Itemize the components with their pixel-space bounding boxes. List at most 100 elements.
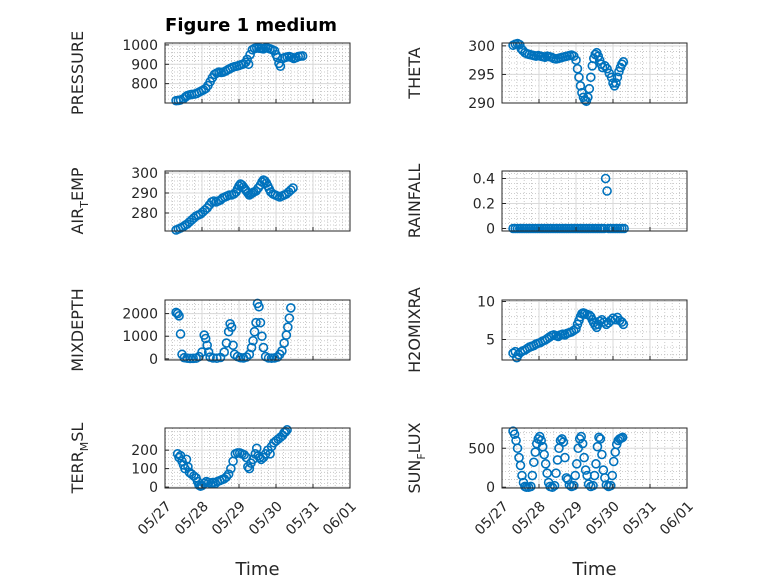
rainfall-point xyxy=(600,173,611,184)
terr-msl-point xyxy=(183,461,193,472)
mixdepth-point xyxy=(202,340,212,351)
theta-point xyxy=(583,92,593,103)
sun-flux-point xyxy=(515,460,526,471)
h2omixra-ytick-label: 5 xyxy=(486,332,495,348)
rainfall-point xyxy=(619,223,629,234)
sun-flux-point xyxy=(589,470,600,481)
sun-flux-point xyxy=(526,481,536,492)
sun-flux-point xyxy=(542,468,552,478)
theta-point xyxy=(572,63,583,74)
h2omixra-ylabel: H2OMIXRA xyxy=(405,287,424,373)
mixdepth-point xyxy=(257,331,267,342)
theta-point xyxy=(597,62,608,73)
sun-flux-point xyxy=(527,470,538,481)
theta-ylabel: THETA xyxy=(405,47,424,99)
air-temp-ytick-label: 290 xyxy=(131,186,158,202)
mixdepth-point xyxy=(258,342,269,353)
pressure-ytick-label: 900 xyxy=(131,57,158,73)
sun-flux-point xyxy=(547,482,558,493)
mixdepth-point xyxy=(254,301,264,312)
terr-msl-xtick-label: 05/28 xyxy=(172,499,212,539)
sun-flux-xtick-label: 05/29 xyxy=(546,499,586,539)
sun-flux-point xyxy=(592,441,603,452)
theta-point xyxy=(612,72,623,83)
sun-flux-point xyxy=(560,452,570,463)
sun-flux-xtick-label: 05/31 xyxy=(620,499,660,539)
mixdepth-point xyxy=(219,347,229,357)
sun-flux-point xyxy=(601,480,612,490)
terr-msl-axes-border xyxy=(164,427,351,489)
air-temp-ylabel-part: AIR xyxy=(68,208,87,235)
pressure-ylabel: PRESSURE xyxy=(68,31,87,115)
theta-point xyxy=(618,57,629,67)
sun-flux-xtick-label: 05/27 xyxy=(472,499,512,539)
sun-flux-point xyxy=(594,432,604,443)
sun-flux-axes-border xyxy=(501,427,688,489)
sun-flux-point xyxy=(564,480,575,490)
pressure-ytick-label: 1000 xyxy=(122,38,158,54)
sun-flux-point xyxy=(597,449,607,460)
sun-flux-point xyxy=(617,432,628,443)
mixdepth-point xyxy=(228,340,238,351)
mixdepth-point xyxy=(203,347,214,357)
terr-msl-xtick-label: 06/01 xyxy=(320,499,360,539)
sun-flux-point xyxy=(509,429,520,440)
terr-msl-point xyxy=(239,449,249,460)
air-temp-ytick-label: 280 xyxy=(131,206,158,222)
rainfall-ytick-label: 0 xyxy=(486,222,495,238)
air-temp-point xyxy=(285,185,296,195)
sun-flux-xtick-label: 06/01 xyxy=(657,499,697,539)
terr-msl-point xyxy=(199,478,210,489)
terr-msl-point xyxy=(223,469,234,479)
mixdepth-point xyxy=(185,353,195,364)
air-temp-ylabel-rest: EMP xyxy=(68,167,87,201)
rainfall-point xyxy=(602,186,612,196)
terr-msl-ytick-label: 0 xyxy=(149,480,158,496)
mixdepth-point xyxy=(272,352,283,362)
axes-rainfall: 0 0.2 0.4 RAINFALL xyxy=(405,164,688,238)
terr-msl-point xyxy=(221,472,232,482)
pressure-point xyxy=(242,54,252,65)
mixdepth-ytick-label: 1000 xyxy=(122,329,158,345)
sun-flux-point xyxy=(536,435,547,446)
axes-mixdepth: 0 1000 2000 MIXDEPTH xyxy=(68,288,351,372)
air-temp-axes-border xyxy=(164,170,351,232)
sun-flux-point xyxy=(588,480,598,491)
mixdepth-ytick-label: 0 xyxy=(149,352,158,368)
terr-msl-ylabel-sub: M xyxy=(78,442,91,452)
mixdepth-point xyxy=(200,333,211,344)
mixdepth-point xyxy=(241,352,252,362)
sun-flux-point xyxy=(540,459,551,469)
terr-msl-xtick-label: 05/30 xyxy=(246,499,286,539)
axes-theta: 290 295 300 THETA xyxy=(405,38,688,112)
mixdepth-point xyxy=(172,308,183,319)
mixdepth-ytick-label: 2000 xyxy=(122,307,158,323)
theta-point xyxy=(580,95,590,105)
sun-flux-point xyxy=(605,480,616,491)
theta-point xyxy=(584,83,595,94)
terr-msl-xtick-label: 05/29 xyxy=(209,499,249,539)
mixdepth-point xyxy=(283,322,293,332)
theta-point xyxy=(611,78,621,88)
air-temp-ylabel-sub: T xyxy=(78,201,91,209)
sun-flux-point xyxy=(512,443,523,454)
figure-title: Figure 1 medium xyxy=(165,15,337,36)
pressure-axes-border xyxy=(164,42,351,104)
axes-air-temp: 280 290 300 AIRTEMP xyxy=(68,166,351,235)
theta-point xyxy=(574,72,584,83)
terr-msl-ylabel-rest: SL xyxy=(68,423,87,442)
pressure-ytick-label: 800 xyxy=(131,77,158,93)
theta-point xyxy=(575,81,586,91)
h2omixra-point xyxy=(618,319,629,330)
mixdepth-ylabel: MIXDEPTH xyxy=(68,288,87,371)
theta-ytick-label: 300 xyxy=(468,39,495,55)
mixdepth-point xyxy=(248,335,258,346)
theta-axes-border xyxy=(501,42,688,104)
air-temp-ylabel: AIRTEMP xyxy=(68,167,91,234)
sun-flux-xtick-label: 05/28 xyxy=(509,499,549,539)
sun-flux-ytick-label: 500 xyxy=(468,441,495,457)
sun-flux-point xyxy=(571,459,582,469)
